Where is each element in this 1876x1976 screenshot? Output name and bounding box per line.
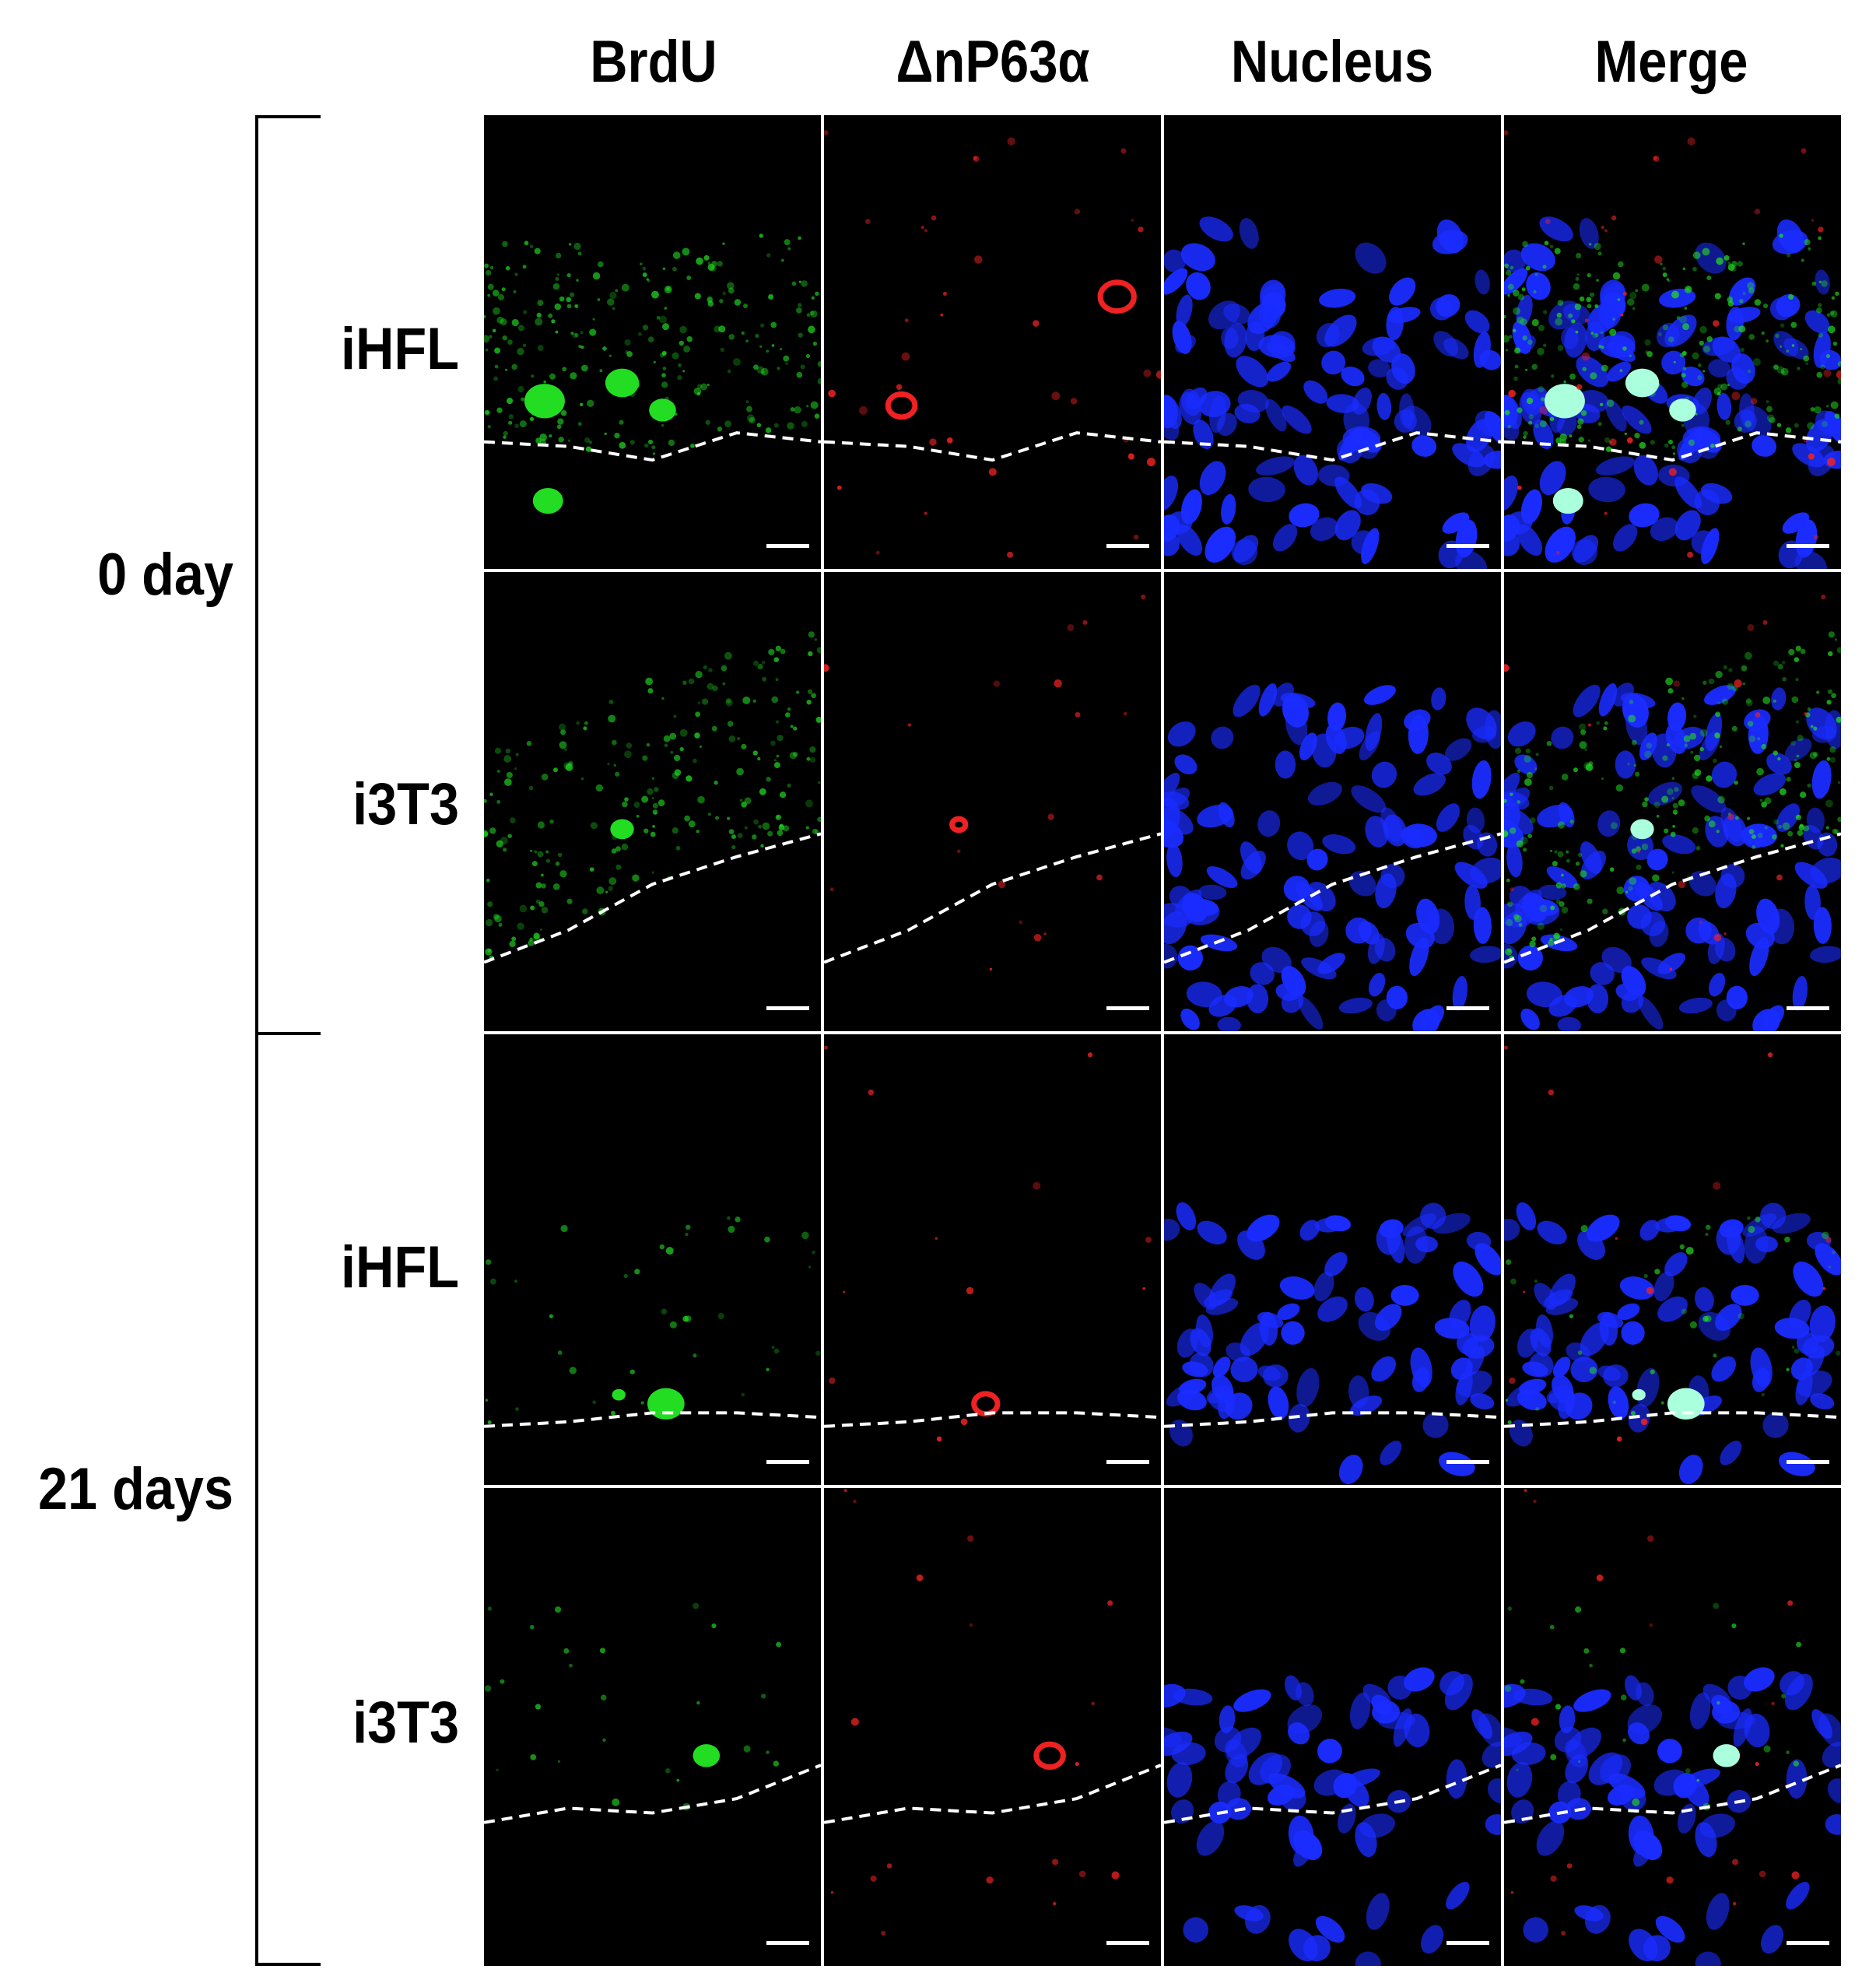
group-label-0-day: 0 day xyxy=(97,542,233,608)
row-label-i3t3: i3T3 xyxy=(352,771,459,837)
group-bracket-tick xyxy=(255,1032,321,1035)
micrograph-grid xyxy=(484,115,1842,1966)
micrograph-panel xyxy=(484,115,821,569)
group-label-21-days: 21 days xyxy=(37,1456,233,1522)
row-label-ihfl: iHFL xyxy=(341,1234,459,1300)
micrograph-panel xyxy=(484,572,821,1031)
group-bracket-0-day xyxy=(255,115,258,1034)
micrograph-panel xyxy=(1504,1488,1841,1966)
micrograph-panel xyxy=(824,572,1161,1031)
micrograph-panel xyxy=(484,1034,821,1485)
column-header-brdu: BrdU xyxy=(590,29,717,95)
column-header-p63: ΔnP63α xyxy=(896,29,1090,95)
column-header-nucleus: Nucleus xyxy=(1230,29,1434,95)
row-label-ihfl: iHFL xyxy=(341,316,459,382)
group-bracket-tick xyxy=(255,1963,321,1966)
micrograph-panel xyxy=(1504,1034,1841,1485)
micrograph-panel xyxy=(1164,572,1501,1031)
micrograph-panel xyxy=(1164,1488,1501,1966)
micrograph-panel xyxy=(1504,115,1841,569)
group-bracket-tick xyxy=(255,115,321,118)
micrograph-grid-svg xyxy=(484,115,1841,1966)
micrograph-panel xyxy=(1164,115,1501,569)
micrograph-panel xyxy=(1504,572,1841,1031)
row-label-i3t3: i3T3 xyxy=(352,1690,459,1756)
micrograph-panel xyxy=(1164,1034,1501,1485)
micrograph-panel xyxy=(824,1034,1161,1485)
micrograph-panel xyxy=(824,115,1161,569)
micrograph-panel xyxy=(824,1488,1161,1966)
group-bracket-21-days xyxy=(255,1035,258,1966)
micrograph-panel xyxy=(484,1488,821,1966)
column-header-merge: Merge xyxy=(1594,29,1748,95)
